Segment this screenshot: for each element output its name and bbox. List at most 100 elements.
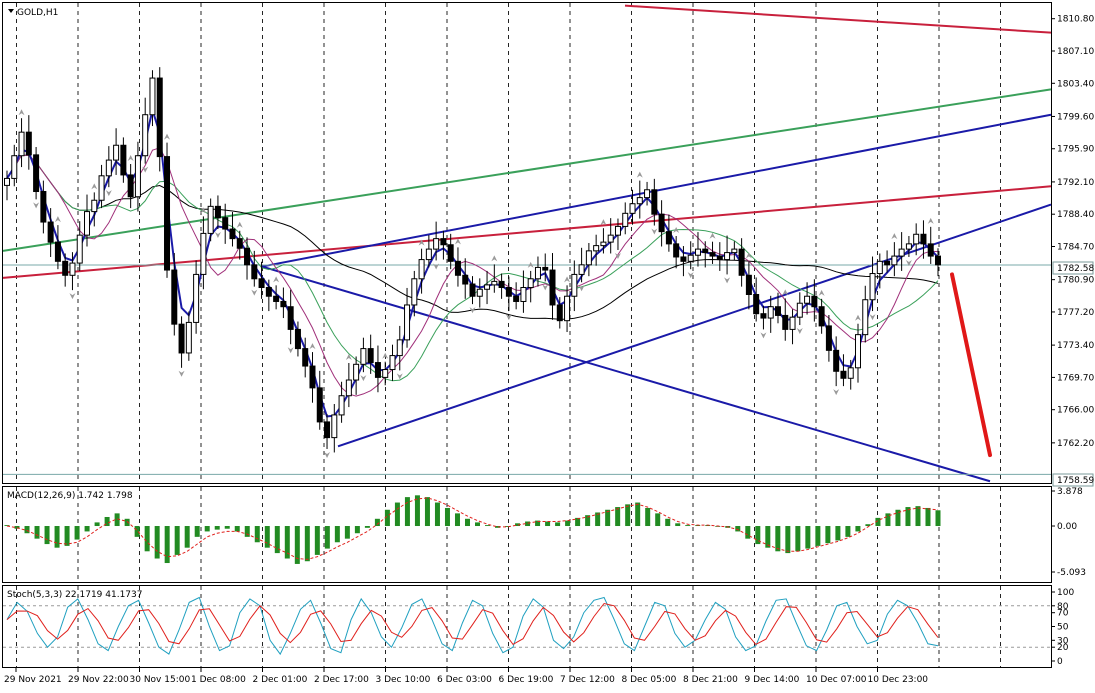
macd-histogram-bar xyxy=(444,507,450,527)
macd-histogram-bar xyxy=(324,526,330,549)
macd-histogram-bar xyxy=(54,526,60,548)
macd-signal-line xyxy=(6,497,939,560)
candle-body xyxy=(76,234,83,264)
candle-body xyxy=(651,189,658,215)
fractal-down-arrow-icon xyxy=(360,375,367,382)
x-tick-label: 8 Dec 21:00 xyxy=(683,675,738,685)
candle-body xyxy=(18,131,25,157)
candle-body xyxy=(447,244,454,262)
fractal-up-arrow-icon xyxy=(454,238,461,245)
candle-body xyxy=(774,306,781,316)
candle-body xyxy=(222,217,229,230)
candle-body xyxy=(760,313,767,319)
fractal-up-arrow-icon xyxy=(927,217,934,224)
macd-histogram-bar xyxy=(605,509,611,527)
fractal-up-arrow-icon xyxy=(854,314,861,321)
candle-body xyxy=(782,314,789,330)
x-tick-label: 30 Nov 15:00 xyxy=(130,675,191,685)
forecast-down-arrow-line xyxy=(950,272,992,458)
candle-body xyxy=(105,159,112,177)
candle-body xyxy=(134,155,141,198)
fractal-up-arrow-icon xyxy=(236,221,243,228)
y-tick-label: 1799.60 xyxy=(1057,112,1094,122)
stoch-y-tick-label: 20 xyxy=(1057,643,1069,653)
candle-body xyxy=(287,306,294,330)
blue-channel-lower-line xyxy=(261,265,991,483)
macd-histogram-bar xyxy=(204,526,210,532)
current-price-text: 1782.58 xyxy=(1057,264,1094,274)
macd-histogram-bar xyxy=(244,526,250,537)
candle-body xyxy=(127,174,134,198)
y-tick-label: 1795.90 xyxy=(1057,145,1094,155)
candle-body xyxy=(273,295,280,302)
candle-body xyxy=(404,304,411,341)
candle-body xyxy=(280,300,287,308)
macd-histogram-bar xyxy=(64,526,70,546)
candle-body xyxy=(171,269,178,325)
stoch-y-tick-label: 100 xyxy=(1057,588,1074,598)
candle-body xyxy=(818,306,825,327)
macd-histogram-bar xyxy=(735,526,741,532)
candle-body xyxy=(244,247,251,266)
candle-body xyxy=(338,395,345,416)
candle-body xyxy=(833,349,840,372)
candle-body xyxy=(142,114,149,157)
macd-histogram-bar xyxy=(404,497,410,527)
fractal-down-arrow-icon xyxy=(214,232,221,239)
main-panel-frame xyxy=(2,2,1052,484)
y-tick-label: 1773.40 xyxy=(1057,341,1094,351)
macd-histogram-bar xyxy=(835,526,841,541)
fractal-up-arrow-icon xyxy=(91,183,98,190)
x-tick-label: 10 Dec 07:00 xyxy=(806,675,867,685)
fractal-down-arrow-icon xyxy=(396,373,403,380)
candle-body xyxy=(935,255,941,266)
macd-histogram-bar xyxy=(414,495,420,527)
macd-histogram-bar xyxy=(525,521,531,527)
candle-body xyxy=(258,278,265,289)
candle-body xyxy=(164,156,171,271)
fractal-down-arrow-icon xyxy=(833,389,840,396)
candle-body xyxy=(40,191,47,223)
candle-body xyxy=(891,255,898,266)
macd-histogram-bar xyxy=(294,526,300,564)
candle-body xyxy=(644,189,651,199)
macd-histogram-bar xyxy=(424,497,430,527)
candle-body xyxy=(214,205,221,219)
macd-panel-frame xyxy=(2,486,1052,583)
candle-body xyxy=(796,302,803,318)
candle-body xyxy=(4,177,10,186)
fractal-up-arrow-icon xyxy=(54,216,61,223)
stoch-y-tick-label: 30 xyxy=(1057,636,1069,646)
chart-menu-triangle-icon[interactable] xyxy=(8,9,14,13)
fractal-up-arrow-icon xyxy=(345,354,352,360)
macd-histogram-bar xyxy=(254,526,260,543)
fractal-up-arrow-icon xyxy=(418,239,425,246)
candle-body xyxy=(265,287,272,297)
candle-body xyxy=(687,254,694,262)
candle-body xyxy=(680,256,687,262)
candle-body xyxy=(476,288,483,297)
candle-body xyxy=(854,334,861,369)
macd-histogram-bar xyxy=(845,526,851,537)
candle-body xyxy=(302,348,309,367)
candle-body xyxy=(25,131,32,156)
macd-histogram-bar xyxy=(334,526,340,543)
candle-body xyxy=(571,273,578,297)
macd-histogram-bar xyxy=(234,526,240,532)
macd-histogram-bar xyxy=(895,509,901,527)
x-tick-label: 6 Dec 03:00 xyxy=(437,675,492,685)
macd-histogram-bar xyxy=(475,522,481,527)
candle-body xyxy=(84,211,91,236)
fractal-up-arrow-icon xyxy=(745,252,752,259)
candle-body xyxy=(578,264,585,275)
candle-body xyxy=(731,248,738,254)
red-trend-line-upper xyxy=(624,4,1052,34)
candle-body xyxy=(753,293,760,315)
macd-histogram-bar xyxy=(865,524,871,527)
candle-body xyxy=(345,379,352,397)
candle-body xyxy=(716,255,723,261)
fractal-up-arrow-icon xyxy=(127,155,134,162)
grid-lines xyxy=(16,3,1001,667)
candle-body xyxy=(847,367,854,379)
macd-histogram-bar xyxy=(214,526,220,530)
